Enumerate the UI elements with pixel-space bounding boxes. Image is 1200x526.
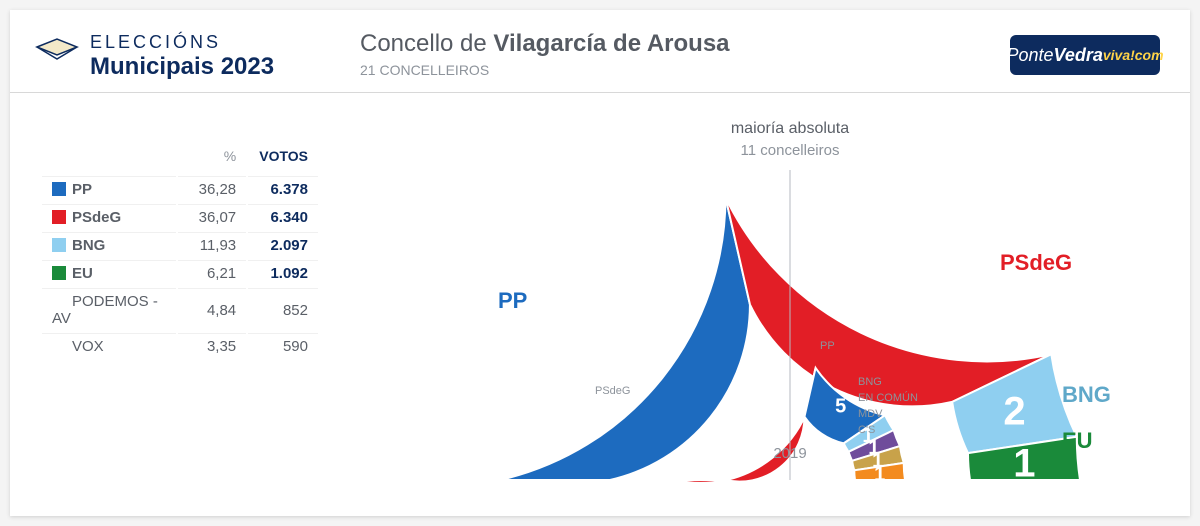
party-cell: BNG (42, 232, 176, 258)
results-table: % VOTOS PP36,286.378PSdeG36,076.340BNG11… (40, 140, 320, 361)
table-row: PODEMOS - AV4,84852 (42, 288, 318, 331)
pct-cell: 4,84 (178, 288, 246, 331)
concello-prefix: Concello de (360, 30, 493, 57)
majority-subtitle: 11 concelleiros (430, 142, 1150, 159)
table-row: EU6,211.092 (42, 260, 318, 286)
party-swatch (52, 238, 66, 252)
seat-count: 12 (723, 400, 745, 422)
pontevedra-logo: PonteVedraviva!com (1010, 35, 1160, 75)
inner-party-label: BNG (858, 376, 882, 388)
votes-cell: 6.340 (248, 204, 318, 230)
pct-cell: 3,35 (178, 333, 246, 359)
votes-cell: 590 (248, 333, 318, 359)
votes-cell: 2.097 (248, 232, 318, 258)
seat-count: 9 (595, 312, 617, 356)
results-card: ELECCIÓNS Municipais 2023 Concello de Vi… (10, 10, 1190, 516)
concello-name: Vilagarcía de Arousa (493, 30, 729, 57)
party-cell: PODEMOS - AV (42, 288, 176, 331)
title-block: Concello de Vilagarcía de Arousa 21 CONC… (360, 30, 730, 78)
table-row: BNG11,932.097 (42, 232, 318, 258)
seat-count: 5 (835, 396, 846, 418)
hemicycle-chart: maioría absoluta 11 concelleiros 9 9 2 1 12 5… (430, 120, 1150, 510)
inner-party-label: PSdeG (595, 385, 630, 397)
party-label: BNG (1062, 382, 1111, 408)
party-swatch (52, 210, 66, 224)
party-cell: VOX (42, 333, 176, 359)
election-title-2: Municipais 2023 (90, 53, 330, 81)
party-swatch (52, 182, 66, 196)
concello-title: Concello de Vilagarcía de Arousa (360, 30, 730, 58)
pct-cell: 11,93 (178, 232, 246, 258)
election-badge: ELECCIÓNS Municipais 2023 (10, 25, 330, 87)
party-label: PSdeG (1000, 250, 1072, 276)
envelope-icon (35, 37, 79, 67)
pct-cell: 6,21 (178, 260, 246, 286)
pct-cell: 36,28 (178, 176, 246, 202)
party-cell: PP (42, 176, 176, 202)
party-cell: EU (42, 260, 176, 286)
header-divider (10, 92, 1190, 93)
inner-party-label: EN COMÚN (858, 392, 918, 404)
logo-part-b: Vedra (1054, 45, 1103, 66)
party-label: PP (498, 288, 527, 314)
pct-cell: 36,07 (178, 204, 246, 230)
votes-cell: 1.092 (248, 260, 318, 286)
majority-title: maioría absoluta (430, 120, 1150, 138)
votes-cell: 6.378 (248, 176, 318, 202)
table-row: VOX3,35590 (42, 333, 318, 359)
table-row: PP36,286.378 (42, 176, 318, 202)
seat-count: 1 (874, 463, 885, 485)
inner-party-label: PP (820, 340, 835, 352)
inner-party-label: MDV (858, 408, 882, 420)
election-title-1: ELECCIÓNS (90, 32, 330, 53)
col-header-pct: % (178, 142, 246, 174)
logo-part-a: Ponte (1006, 45, 1053, 66)
party-cell: PSdeG (42, 204, 176, 230)
seat-count: 2 (1003, 390, 1025, 434)
seat-count: 9 (881, 247, 903, 291)
party-swatch (52, 266, 66, 280)
votes-cell: 852 (248, 288, 318, 331)
prev-year-label: 2019 (430, 445, 1150, 462)
col-header-votes: VOTOS (248, 142, 318, 174)
inner-party-label: C'S (858, 424, 875, 436)
arc-slice (725, 197, 1051, 406)
councillors-subtitle: 21 CONCELLEIROS (360, 62, 730, 78)
arc-slice (500, 197, 750, 480)
logo-accent: viva!com (1103, 47, 1164, 63)
table-row: PSdeG36,076.340 (42, 204, 318, 230)
